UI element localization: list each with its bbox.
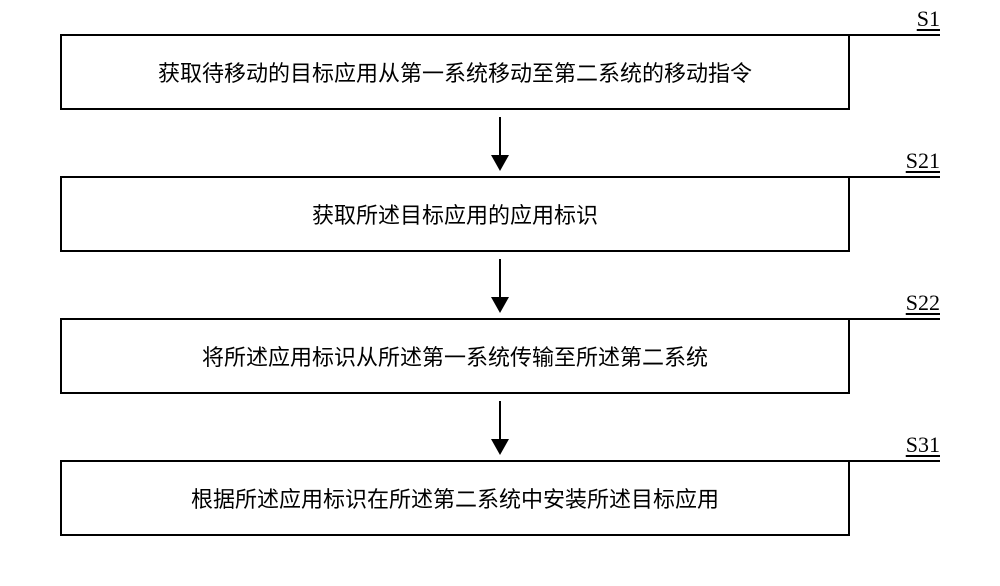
flow-step: 根据所述应用标识在所述第二系统中安装所述目标应用 S31 bbox=[60, 460, 940, 536]
step-tag: S21 bbox=[906, 148, 940, 174]
arrow-down-icon bbox=[499, 401, 501, 453]
tag-connector: S31 bbox=[850, 460, 940, 462]
step-tag: S31 bbox=[906, 432, 940, 458]
step-text: 将所述应用标识从所述第一系统传输至所述第二系统 bbox=[202, 340, 708, 372]
step-box: 将所述应用标识从所述第一系统传输至所述第二系统 bbox=[60, 318, 850, 394]
tag-connector: S22 bbox=[850, 318, 940, 320]
step-box: 根据所述应用标识在所述第二系统中安装所述目标应用 bbox=[60, 460, 850, 536]
step-box: 获取所述目标应用的应用标识 bbox=[60, 176, 850, 252]
flow-step: 获取待移动的目标应用从第一系统移动至第二系统的移动指令 S1 bbox=[60, 34, 940, 110]
flowchart: 获取待移动的目标应用从第一系统移动至第二系统的移动指令 S1 获取所述目标应用的… bbox=[60, 34, 940, 536]
step-text: 获取待移动的目标应用从第一系统移动至第二系统的移动指令 bbox=[158, 56, 752, 88]
step-box: 获取待移动的目标应用从第一系统移动至第二系统的移动指令 bbox=[60, 34, 850, 110]
arrow-wrap bbox=[105, 110, 895, 176]
step-text: 根据所述应用标识在所述第二系统中安装所述目标应用 bbox=[191, 482, 719, 514]
step-text: 获取所述目标应用的应用标识 bbox=[312, 198, 598, 230]
arrow-wrap bbox=[105, 252, 895, 318]
step-tag: S1 bbox=[917, 6, 940, 32]
step-tag: S22 bbox=[906, 290, 940, 316]
tag-connector: S1 bbox=[850, 34, 940, 36]
arrow-down-icon bbox=[499, 259, 501, 311]
arrow-down-icon bbox=[499, 117, 501, 169]
flow-step: 获取所述目标应用的应用标识 S21 bbox=[60, 176, 940, 252]
flow-step: 将所述应用标识从所述第一系统传输至所述第二系统 S22 bbox=[60, 318, 940, 394]
arrow-wrap bbox=[105, 394, 895, 460]
tag-connector: S21 bbox=[850, 176, 940, 178]
